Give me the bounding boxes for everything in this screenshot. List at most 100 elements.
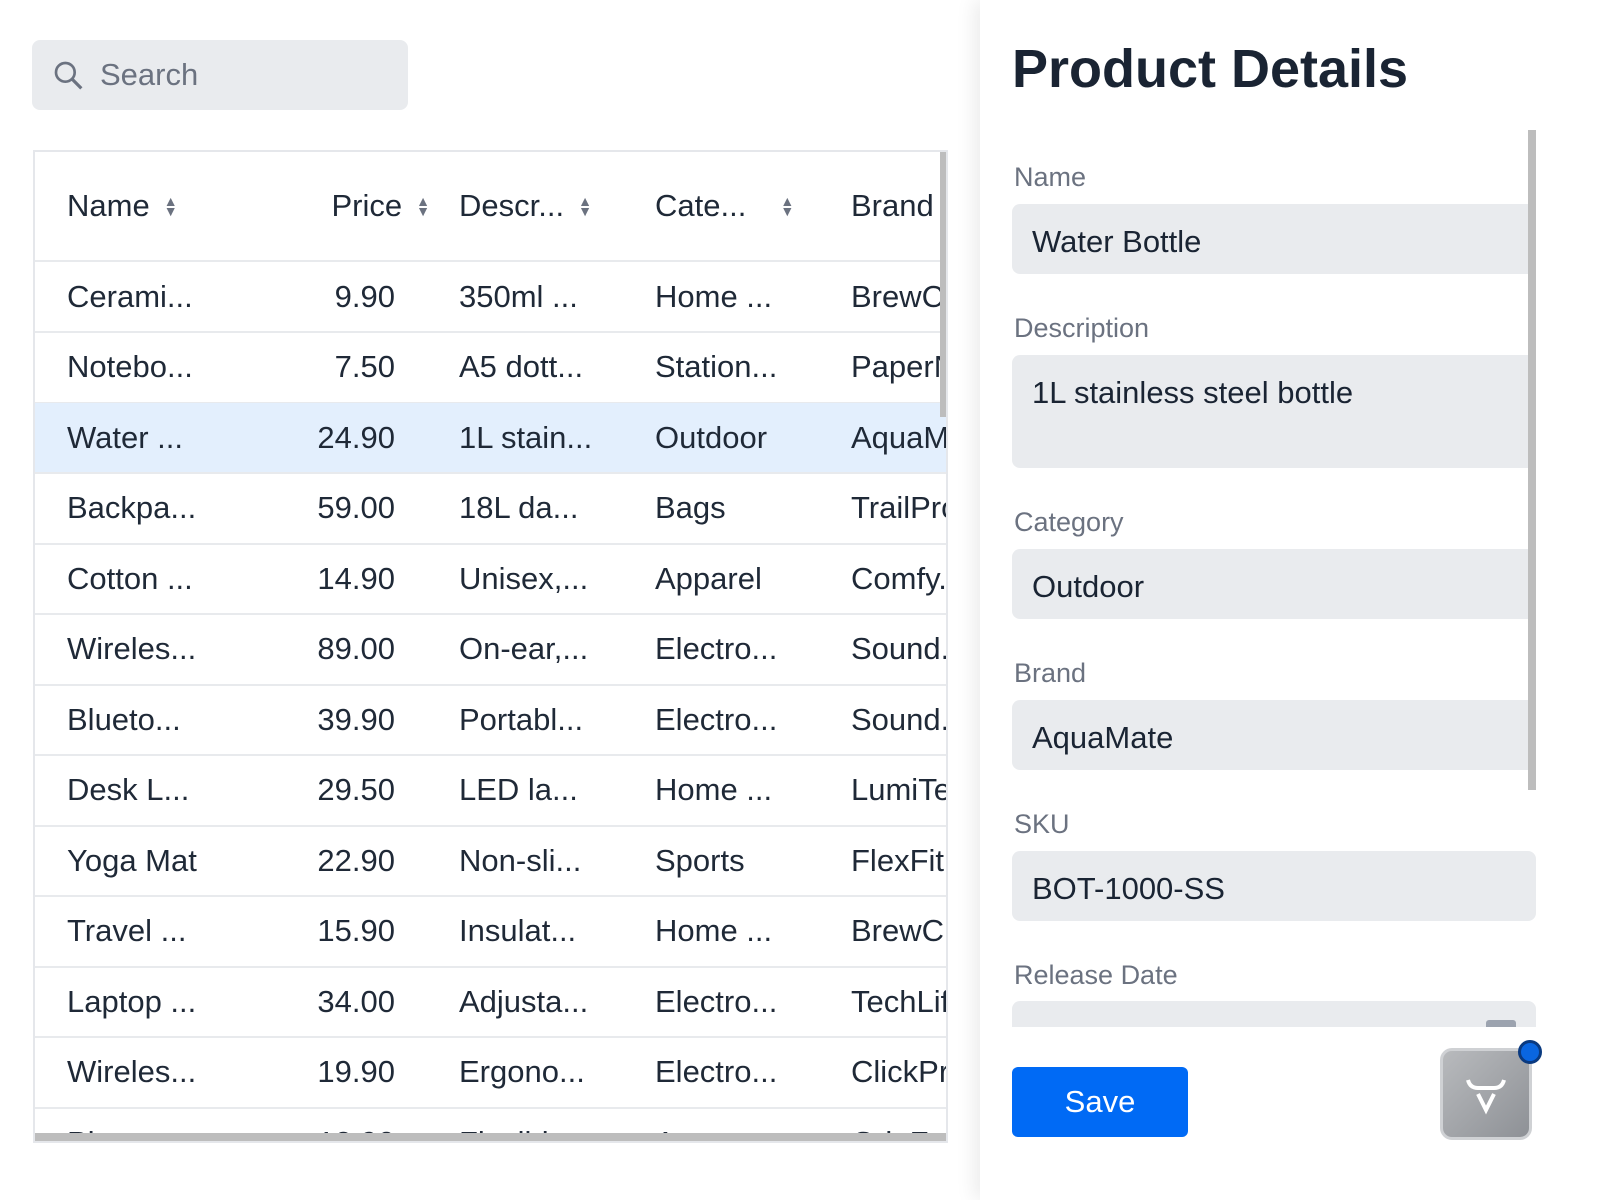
cell-category: Electro... bbox=[655, 983, 778, 1019]
cell-category: Home ... bbox=[655, 278, 773, 314]
header-label: Name bbox=[67, 188, 150, 223]
cell-category: Sports bbox=[655, 842, 745, 878]
cell-price: 9.90 bbox=[334, 278, 395, 314]
cell-name: Wireles... bbox=[67, 631, 197, 666]
brand-label: Brand bbox=[1014, 658, 1087, 688]
column-header-category[interactable]: Cate... ▲ ▼ bbox=[655, 152, 794, 260]
cell-category: Bags bbox=[655, 490, 726, 525]
table-row[interactable]: Desk L... 29.50 LED la... Home ... LumiTe bbox=[35, 756, 946, 827]
column-header-description[interactable]: Descr... ▲ ▼ bbox=[459, 152, 592, 260]
cell-description: Ergono... bbox=[459, 1054, 585, 1089]
cell-category: Electro... bbox=[655, 701, 778, 737]
cell-description: On-ear,... bbox=[459, 631, 589, 666]
search-input[interactable]: Search bbox=[32, 40, 408, 110]
cell-price: 89.00 bbox=[317, 631, 395, 666]
search-icon bbox=[54, 61, 83, 90]
details-panel: Product Details Name Water Bottle Descri… bbox=[980, 0, 1600, 1200]
cell-price: 14.90 bbox=[317, 560, 395, 596]
cell-name: Travel ... bbox=[67, 913, 187, 948]
cell-description: Insulat... bbox=[459, 913, 577, 948]
bull-logo-icon bbox=[1466, 1079, 1506, 1115]
cell-price: 15.90 bbox=[317, 913, 395, 948]
cell-price: 59.00 bbox=[317, 490, 395, 525]
table-row[interactable]: Backpa... 59.00 18L da... Bags TrailPro bbox=[35, 474, 946, 545]
cell-description: Unisex,... bbox=[459, 560, 589, 596]
cell-brand: Sound. bbox=[851, 631, 948, 666]
release-date-label: Release Date bbox=[1014, 960, 1178, 990]
cell-price: 24.90 bbox=[317, 419, 395, 455]
header-label: Descr... bbox=[459, 188, 565, 223]
cell-name: Notebo... bbox=[67, 349, 193, 384]
cell-price: 19.90 bbox=[317, 1054, 395, 1089]
cell-name: Blueto... bbox=[67, 701, 181, 737]
column-header-brand[interactable]: Brand▲▼ bbox=[851, 152, 946, 260]
brand-field[interactable]: AquaMate bbox=[1012, 700, 1536, 770]
release-date-field[interactable] bbox=[1012, 1001, 1536, 1027]
cell-brand: LumiTe bbox=[851, 772, 948, 807]
cell-description: Portabl... bbox=[459, 701, 584, 737]
table-row[interactable]: Wireles... 19.90 Ergono... Electro... ClickP… bbox=[35, 1038, 946, 1109]
table-row[interactable]: Notebo... 7.50 A5 dott... Station... PaperN bbox=[35, 333, 946, 404]
table-row[interactable]: Wireles... 89.00 On-ear,... Electro... Sound… bbox=[35, 615, 946, 686]
calendar-icon[interactable] bbox=[1486, 1020, 1516, 1027]
cell-description: Non-sli... bbox=[459, 842, 582, 878]
column-header-price[interactable]: Price ▲ ▼ bbox=[275, 152, 431, 260]
cell-price: 34.00 bbox=[317, 983, 395, 1019]
panel-scrollbar[interactable] bbox=[1528, 130, 1536, 790]
cell-description: 18L da... bbox=[459, 490, 579, 525]
sku-label: SKU bbox=[1014, 809, 1070, 839]
sort-icon[interactable]: ▲ ▼ bbox=[163, 193, 178, 219]
panel-title: Product Details bbox=[1012, 39, 1409, 99]
cell-description: A5 dott... bbox=[459, 349, 584, 384]
cell-brand: AquaM bbox=[851, 419, 948, 455]
cell-category: Apparel bbox=[655, 560, 762, 596]
sort-icon[interactable]: ▲ ▼ bbox=[780, 193, 795, 219]
cell-name: Cerami... bbox=[67, 278, 193, 314]
cell-name: Yoga Mat bbox=[67, 842, 197, 878]
cell-name: Water ... bbox=[67, 419, 183, 455]
cell-brand: PaperN bbox=[851, 349, 948, 384]
cell-description: 350ml ... bbox=[459, 278, 578, 314]
name-field[interactable]: Water Bottle bbox=[1012, 204, 1536, 274]
horizontal-scrollbar[interactable] bbox=[35, 1133, 946, 1141]
table-row[interactable]: Cotton ... 14.90 Unisex,... Apparel Comfy. bbox=[35, 544, 946, 615]
cell-brand: BrewCr bbox=[851, 278, 948, 314]
cell-brand: Sound. bbox=[851, 701, 948, 737]
cell-name: Backpa... bbox=[67, 490, 197, 525]
column-header-name[interactable]: Name ▲ ▼ bbox=[67, 152, 178, 260]
notification-dot bbox=[1518, 1040, 1542, 1064]
cell-category: Home ... bbox=[655, 772, 773, 807]
cell-category: Outdoor bbox=[655, 419, 768, 455]
header-label: Price bbox=[331, 188, 403, 223]
table-row[interactable]: Travel ... 15.90 Insulat... Home ... BrewCr bbox=[35, 897, 946, 968]
cell-name: Cotton ... bbox=[67, 560, 193, 596]
sort-icon[interactable]: ▲ ▼ bbox=[416, 193, 430, 219]
save-button[interactable]: Save bbox=[1012, 1067, 1188, 1137]
header-label: Brand bbox=[851, 188, 934, 223]
name-label: Name bbox=[1014, 162, 1087, 192]
table-row[interactable]: Yoga Mat 22.90 Non-sli... Sports FlexFit bbox=[35, 826, 946, 897]
table-row[interactable]: Laptop ... 34.00 Adjusta... Electro... TechL… bbox=[35, 967, 946, 1038]
cell-category: Station... bbox=[655, 349, 778, 384]
table-row[interactable]: Water ... 24.90 1L stain... Outdoor AquaM bbox=[35, 403, 946, 474]
table-row[interactable]: Cerami... 9.90 350ml ... Home ... BrewCr bbox=[35, 262, 946, 333]
sku-field[interactable]: BOT-1000-SS bbox=[1012, 851, 1536, 921]
cell-name: Desk L... bbox=[67, 772, 190, 807]
vertical-scrollbar[interactable] bbox=[940, 152, 946, 417]
description-field[interactable]: 1L stainless steel bottle bbox=[1012, 355, 1536, 468]
category-field[interactable]: Outdoor bbox=[1012, 549, 1536, 619]
cell-brand: TechLif bbox=[851, 983, 948, 1019]
cell-brand: Comfy. bbox=[851, 560, 947, 596]
product-grid: Name ▲ ▼ Price ▲ ▼ Descr... ▲ ▼ Cate... ▲ ▼ Bran… bbox=[33, 150, 948, 1143]
cell-price: 39.90 bbox=[317, 701, 395, 737]
sort-icon[interactable]: ▲ ▼ bbox=[578, 193, 592, 219]
cell-price: 7.50 bbox=[334, 349, 395, 384]
dev-tools-button[interactable] bbox=[1440, 1048, 1532, 1140]
details-form: Name Water Bottle Description 1L stainle… bbox=[1012, 130, 1536, 1027]
cell-brand: ClickPr bbox=[851, 1054, 948, 1089]
table-row[interactable]: Blueto... 39.90 Portabl... Electro... Sound. bbox=[35, 685, 946, 756]
search-placeholder: Search bbox=[100, 57, 199, 92]
cell-price: 29.50 bbox=[317, 772, 395, 807]
cell-price: 22.90 bbox=[317, 842, 395, 878]
cell-name: Wireles... bbox=[67, 1054, 197, 1089]
